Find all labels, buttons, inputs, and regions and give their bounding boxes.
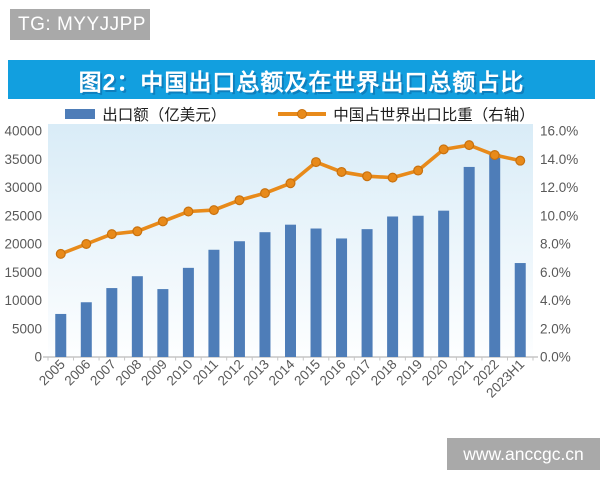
bar-2014 bbox=[285, 224, 296, 357]
bar-2009 bbox=[157, 289, 169, 357]
bar-2023H1 bbox=[514, 263, 526, 357]
line-point-2016 bbox=[336, 166, 347, 177]
bar-2005 bbox=[55, 313, 67, 357]
line-swatch-icon bbox=[278, 108, 327, 120]
legend-label-share: 中国占世界出口比重（右轴） bbox=[333, 107, 535, 124]
legend-item-share: 中国占世界出口比重（右轴） bbox=[278, 103, 535, 125]
bar-2013 bbox=[259, 232, 271, 357]
left-axis-label: 40000 bbox=[4, 124, 42, 139]
chart-title: 图2：中国出口总额及在世界出口总额占比 bbox=[78, 68, 525, 95]
left-axis-label: 25000 bbox=[4, 208, 42, 223]
line-point-2009 bbox=[157, 216, 168, 227]
x-axis-label-2019: 2019 bbox=[393, 357, 425, 389]
right-axis-label: 8.0% bbox=[540, 237, 571, 252]
right-axis-label: 10.0% bbox=[540, 208, 578, 223]
bar-2012 bbox=[233, 241, 245, 357]
x-axis-label-2011: 2011 bbox=[190, 357, 221, 388]
line-point-2011 bbox=[208, 205, 219, 216]
bar-2008 bbox=[131, 276, 143, 357]
line-point-2008 bbox=[132, 226, 143, 237]
legend-item-exports: 出口额（亿美元） bbox=[65, 103, 226, 125]
bar-2019 bbox=[412, 215, 424, 357]
bar-2015 bbox=[310, 228, 322, 357]
line-point-2014 bbox=[285, 178, 296, 189]
line-point-2020 bbox=[438, 144, 449, 155]
line-point-2021 bbox=[464, 140, 475, 151]
bar-2018 bbox=[387, 216, 399, 357]
x-axis-label-2018: 2018 bbox=[368, 357, 400, 389]
left-axis-label: 0 bbox=[34, 350, 42, 365]
x-axis-label-2006: 2006 bbox=[62, 357, 94, 389]
line-point-2019 bbox=[413, 165, 424, 176]
right-axis-label: 16.0% bbox=[540, 124, 578, 139]
x-axis-label-2020: 2020 bbox=[419, 357, 451, 389]
left-axis-label: 10000 bbox=[4, 293, 42, 308]
line-point-2006 bbox=[81, 239, 92, 250]
legend-label-exports: 出口额（亿美元） bbox=[102, 107, 227, 124]
right-axis-label: 0.0% bbox=[540, 350, 571, 365]
left-axis-label: 30000 bbox=[4, 180, 42, 195]
x-axis-label-2008: 2008 bbox=[113, 357, 145, 389]
line-point-2018 bbox=[387, 172, 398, 183]
chart-legend: 出口额（亿美元） 中国占世界出口比重（右轴） bbox=[0, 102, 600, 126]
bar-2020 bbox=[438, 210, 450, 357]
left-axis-label: 20000 bbox=[4, 237, 42, 252]
bar-2022 bbox=[489, 153, 501, 357]
right-axis-label: 6.0% bbox=[540, 265, 571, 280]
x-axis-label-2014: 2014 bbox=[266, 356, 298, 388]
right-axis-label: 12.0% bbox=[540, 180, 578, 195]
line-point-2007 bbox=[106, 229, 117, 240]
bar-2006 bbox=[80, 302, 92, 357]
x-axis-label-2007: 2007 bbox=[87, 357, 119, 389]
line-point-2010 bbox=[183, 206, 194, 217]
line-point-2013 bbox=[259, 188, 270, 199]
x-axis-label-2012: 2012 bbox=[215, 357, 247, 389]
line-point-2015 bbox=[311, 157, 322, 168]
x-axis-label-2017: 2017 bbox=[342, 357, 374, 389]
left-axis-label: 5000 bbox=[12, 321, 42, 336]
bar-2007 bbox=[106, 288, 118, 357]
channel-badge: TG: MYYJJPP bbox=[10, 9, 150, 40]
x-axis-label-2021: 2021 bbox=[444, 357, 476, 389]
watermark-badge: www.anccgc.cn bbox=[447, 438, 600, 470]
bar-2017 bbox=[361, 229, 373, 357]
chart-area: 0 5000 10000 15000 20000 25000 30000 35000 40000… bbox=[0, 95, 600, 450]
x-axis-label-2009: 2009 bbox=[138, 357, 170, 389]
left-axis-label: 35000 bbox=[4, 152, 42, 167]
bar-swatch-icon bbox=[65, 109, 96, 119]
line-point-2005 bbox=[55, 248, 66, 259]
x-axis-label-2016: 2016 bbox=[317, 357, 349, 389]
x-axis-label-2010: 2010 bbox=[164, 357, 196, 389]
right-axis-label: 2.0% bbox=[540, 321, 571, 336]
bar-2016 bbox=[336, 238, 348, 357]
watermark-text: www.anccgc.cn bbox=[463, 443, 584, 464]
bar-2021 bbox=[463, 166, 475, 357]
chart-title-bar: 图2：中国出口总额及在世界出口总额占比 bbox=[8, 60, 595, 99]
right-axis-label: 4.0% bbox=[540, 293, 571, 308]
channel-badge-text: TG: MYYJJPP bbox=[18, 13, 146, 35]
chart-svg: 0 5000 10000 15000 20000 25000 30000 35000 40000… bbox=[4, 124, 578, 401]
line-point-2023H1 bbox=[515, 155, 526, 166]
line-point-2022 bbox=[489, 150, 500, 161]
x-axis-label-2013: 2013 bbox=[240, 357, 272, 389]
bar-2010 bbox=[182, 267, 194, 357]
left-axis-label: 15000 bbox=[4, 265, 42, 280]
right-axis-label: 14.0% bbox=[540, 152, 578, 167]
line-point-2017 bbox=[362, 171, 373, 182]
line-point-2012 bbox=[234, 195, 245, 206]
bar-2011 bbox=[208, 249, 220, 357]
x-axis-label-2015: 2015 bbox=[291, 357, 323, 389]
